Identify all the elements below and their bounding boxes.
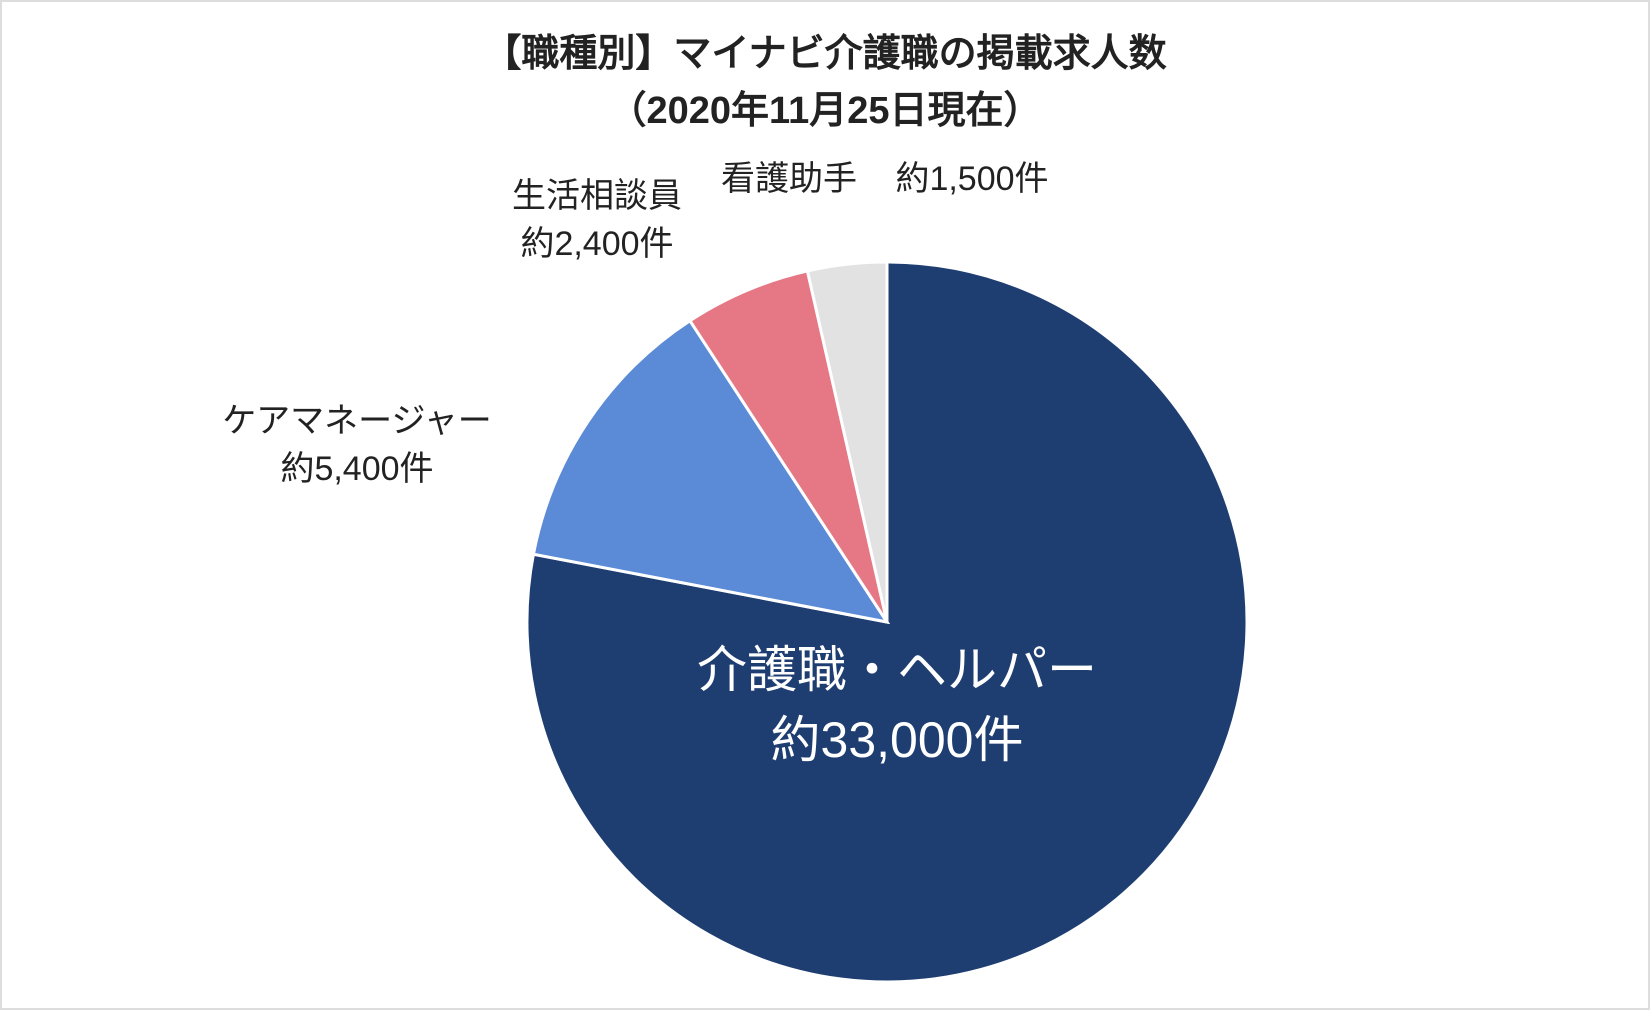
slice-big-label-name: 介護職・ヘルパー <box>697 642 1097 698</box>
slice-label-name: 生活相談員 <box>512 177 682 215</box>
slice-big-label-value: 約33,000件 <box>771 712 1024 768</box>
pie-chart: 介護職・ヘルパー約33,000件 ケアマネージャー約5,400件 生活相談員約2,4… <box>2 2 1650 1012</box>
chart-frame: 【職種別】マイナビ介護職の掲載求人数 （2020年11月25日現在） 介護職・ヘ… <box>0 0 1650 1010</box>
slice-label-name: 看護助手 <box>721 160 857 198</box>
slice-label-value: 約2,400件 <box>520 225 673 263</box>
slice-label-value: 約5,400件 <box>280 450 433 488</box>
slice-label-value: 約1,500件 <box>895 160 1048 198</box>
slice-label-name: ケアマネージャー <box>222 402 492 440</box>
